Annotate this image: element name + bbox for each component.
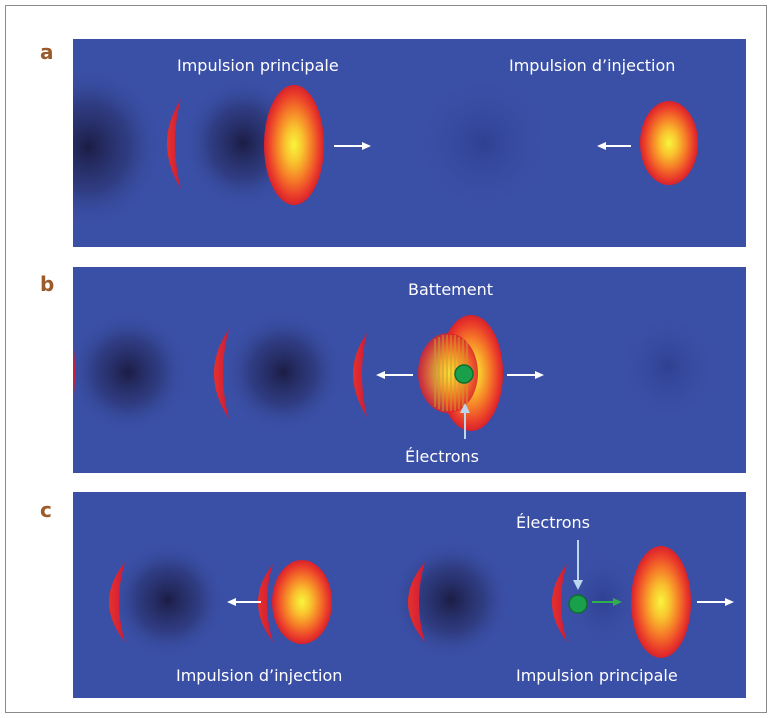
wake-crescent [109, 562, 125, 642]
main-pulse [264, 85, 324, 205]
wake-dark-region [73, 312, 188, 432]
faint-region [413, 73, 553, 213]
wake-crescent [408, 562, 425, 642]
injection-pulse [640, 101, 698, 185]
panel-a: Impulsion principale Impulsion d’injecti… [73, 39, 746, 247]
panel-letter-c: c [40, 498, 52, 522]
electrons-label: Électrons [405, 447, 479, 466]
panel-b-illustration [73, 267, 746, 473]
beat-label: Battement [408, 280, 494, 299]
wake-crescent [167, 99, 181, 189]
injection-pulse-label: Impulsion d’injection [509, 56, 676, 75]
panel-letter-a: a [40, 40, 54, 64]
wake-crescent [73, 340, 75, 404]
panel-b: Battement Électrons [73, 267, 746, 473]
wake-crescent [353, 333, 367, 417]
wake-dark-region [223, 312, 343, 432]
wake-crescent [552, 564, 567, 642]
wake-crescent [214, 329, 229, 419]
faint-region [563, 550, 643, 650]
wake-dark-region [110, 542, 226, 658]
electrons-label: Électrons [516, 513, 590, 532]
panel-letter-b: b [40, 272, 55, 296]
injection-pulse-label: Impulsion d’injection [176, 666, 343, 685]
wake-dark-region [73, 67, 163, 227]
figure-frame: a [5, 5, 767, 713]
injection-pulse [272, 560, 332, 644]
electron-bunch [568, 594, 588, 614]
panel-c-illustration [73, 492, 746, 698]
main-pulse-label: Impulsion principale [516, 666, 678, 685]
main-pulse-label: Impulsion principale [177, 56, 339, 75]
faint-region [618, 312, 718, 422]
electron-bunch [454, 364, 474, 384]
wake-crescent [258, 564, 273, 642]
main-pulse [631, 546, 691, 658]
panel-a-illustration [73, 39, 746, 247]
panel-c: Électrons Impulsion d’injection Impulsio… [73, 492, 746, 698]
